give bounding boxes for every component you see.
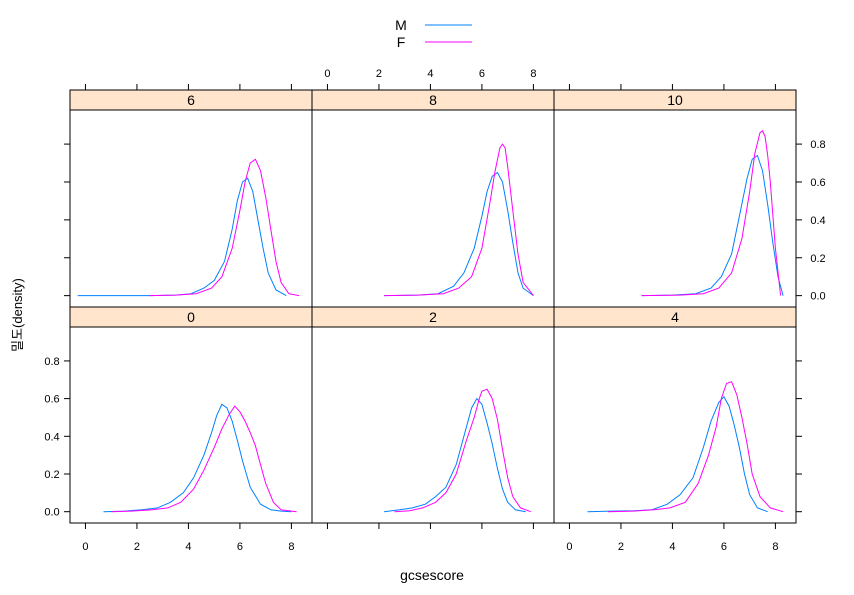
strip-label-4: 4 — [671, 309, 679, 325]
y-tick-label-left-1-0: 0.0 — [44, 507, 59, 519]
x-tick-label-bottom-0-2: 2 — [134, 541, 140, 553]
density-line-M-panel-2 — [384, 397, 526, 513]
density-line-M-panel-6 — [77, 177, 287, 297]
x-tick-label-bottom-0-8: 8 — [288, 541, 294, 553]
x-tick-label-top-1-8: 8 — [530, 68, 536, 80]
x-tick-label-bottom-0-0: 0 — [82, 541, 88, 553]
density-line-M-panel-8 — [384, 171, 534, 297]
x-tick-label-top-1-0: 0 — [324, 68, 330, 80]
x-axis-label: gcsescore — [400, 567, 464, 583]
density-line-F-panel-6 — [149, 158, 300, 297]
strip-label-8: 8 — [429, 92, 437, 108]
y-tick-label-left-1-0.2: 0.2 — [44, 469, 59, 481]
panel-8: 8 — [311, 89, 555, 308]
strip-label-2: 2 — [429, 309, 437, 325]
panel-frame-4 — [553, 326, 797, 524]
chart-axes: 0 2 4 6 8 0 2 4 6 8 0 2 4 6 8 0.0 0.2 0.4 0.6 0.8 0.0 0.2 0.4 0… — [44, 68, 825, 553]
panel-0: 0 — [69, 306, 313, 524]
density-line-M-panel-0 — [103, 403, 292, 513]
legend-label-M: M — [395, 17, 407, 33]
y-tick-label-right-0-0.8: 0.8 — [810, 139, 825, 151]
panel-frame-8 — [311, 109, 555, 308]
density-line-F-panel-8 — [384, 143, 534, 297]
density-line-F-panel-10 — [641, 130, 782, 297]
panel-6: 6 — [69, 89, 313, 308]
density-line-F-panel-0 — [111, 405, 297, 513]
panel-2: 2 — [311, 306, 555, 524]
x-tick-label-bottom-0-6: 6 — [237, 541, 243, 553]
x-tick-label-top-1-4: 4 — [427, 68, 433, 80]
panel-frame-10 — [553, 109, 797, 308]
density-line-M-panel-10 — [641, 154, 784, 297]
x-tick-label-bottom-2-4: 4 — [669, 541, 675, 553]
y-axis-label: 밀도(density) — [10, 278, 25, 352]
x-tick-label-top-1-2: 2 — [376, 68, 382, 80]
density-line-F-panel-2 — [394, 388, 531, 513]
y-tick-label-right-0-0: 0.0 — [810, 291, 825, 303]
panel-frame-0 — [69, 326, 313, 524]
y-tick-label-right-0-0.4: 0.4 — [810, 215, 825, 227]
legend-label-F: F — [397, 34, 406, 50]
strip-label-0: 0 — [187, 309, 195, 325]
y-tick-label-right-0-0.6: 0.6 — [810, 177, 825, 189]
x-tick-label-bottom-2-2: 2 — [618, 541, 624, 553]
x-tick-label-bottom-2-0: 0 — [566, 541, 572, 553]
chart-panels: 0 2 4 6 8 10 — [69, 89, 797, 524]
y-tick-label-right-0-0.2: 0.2 — [810, 253, 825, 265]
x-tick-label-bottom-0-4: 4 — [185, 541, 191, 553]
density-line-F-panel-4 — [608, 381, 784, 513]
panel-4: 4 — [553, 306, 797, 524]
legend: MF — [395, 17, 472, 50]
x-tick-label-bottom-2-6: 6 — [721, 541, 727, 553]
x-tick-label-bottom-2-8: 8 — [772, 541, 778, 553]
y-tick-label-left-1-0.6: 0.6 — [44, 394, 59, 406]
panel-10: 10 — [553, 89, 797, 308]
y-tick-label-left-1-0.4: 0.4 — [44, 431, 59, 443]
strip-label-6: 6 — [187, 92, 195, 108]
panel-frame-2 — [311, 326, 555, 524]
strip-label-10: 10 — [667, 92, 683, 108]
y-tick-label-left-1-0.8: 0.8 — [44, 356, 59, 368]
x-tick-label-top-1-6: 6 — [479, 68, 485, 80]
panel-frame-6 — [69, 109, 313, 308]
